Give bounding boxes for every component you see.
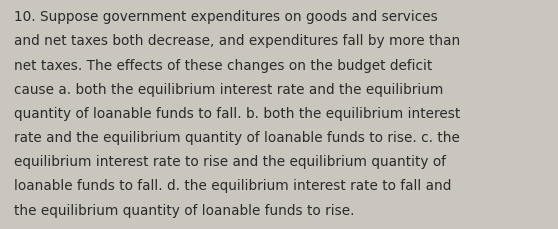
- Text: loanable funds to fall. d. the equilibrium interest rate to fall and: loanable funds to fall. d. the equilibri…: [14, 179, 451, 193]
- Text: and net taxes both decrease, and expenditures fall by more than: and net taxes both decrease, and expendi…: [14, 34, 460, 48]
- Text: rate and the equilibrium quantity of loanable funds to rise. c. the: rate and the equilibrium quantity of loa…: [14, 131, 460, 144]
- Text: quantity of loanable funds to fall. b. both the equilibrium interest: quantity of loanable funds to fall. b. b…: [14, 106, 460, 120]
- Text: equilibrium interest rate to rise and the equilibrium quantity of: equilibrium interest rate to rise and th…: [14, 155, 446, 169]
- Text: net taxes. The effects of these changes on the budget deficit: net taxes. The effects of these changes …: [14, 58, 432, 72]
- Text: 10. Suppose government expenditures on goods and services: 10. Suppose government expenditures on g…: [14, 10, 437, 24]
- Text: cause a. both the equilibrium interest rate and the equilibrium: cause a. both the equilibrium interest r…: [14, 82, 443, 96]
- Text: the equilibrium quantity of loanable funds to rise.: the equilibrium quantity of loanable fun…: [14, 203, 354, 217]
